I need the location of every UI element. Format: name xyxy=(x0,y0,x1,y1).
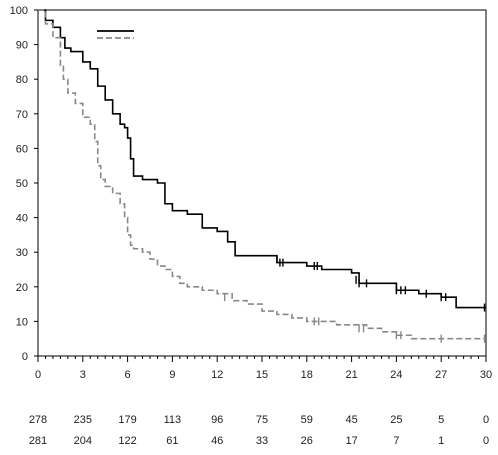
axes: 0 3 6 9 12 15 18 21 24 27 30 0 10 20 30 40 50 60 70 80 90 100 xyxy=(10,5,492,381)
at-risk-value: 179 xyxy=(118,414,136,426)
at-risk-value: 235 xyxy=(74,414,92,426)
y-tick-label: 70 xyxy=(16,109,28,121)
y-tick-label: 50 xyxy=(16,178,28,190)
at-risk-value: 1 xyxy=(438,435,444,447)
x-tick-label: 30 xyxy=(480,369,492,381)
at-risk-value: 46 xyxy=(211,435,223,447)
series-layer xyxy=(38,9,486,343)
x-tick-label: 27 xyxy=(435,369,447,381)
at-risk-value: 75 xyxy=(256,414,268,426)
y-tick-label: 10 xyxy=(16,316,28,328)
at-risk-value: 278 xyxy=(29,414,47,426)
y-tick-label: 20 xyxy=(16,282,28,294)
x-tick-label: 0 xyxy=(35,369,41,381)
at-risk-value: 281 xyxy=(29,435,47,447)
at-risk-value: 96 xyxy=(211,414,223,426)
x-tick-label: 3 xyxy=(80,369,86,381)
x-tick-label: 6 xyxy=(125,369,131,381)
at-risk-value: 7 xyxy=(393,435,399,447)
series-1-line xyxy=(38,9,486,309)
at-risk-value: 122 xyxy=(118,435,136,447)
at-risk-value: 204 xyxy=(74,435,92,447)
y-tick-label: 80 xyxy=(16,74,28,86)
at-risk-value: 45 xyxy=(345,414,357,426)
at-risk-value: 0 xyxy=(483,435,489,447)
at-risk-value: 0 xyxy=(483,414,489,426)
at-risk-value: 5 xyxy=(438,414,444,426)
at-risk-value: 25 xyxy=(390,414,402,426)
x-tick-label: 24 xyxy=(390,369,402,381)
series-2-line xyxy=(38,9,486,340)
y-tick-label: 40 xyxy=(16,213,28,225)
y-tick-label: 100 xyxy=(10,5,28,17)
legend xyxy=(97,30,134,39)
x-tick-label: 21 xyxy=(345,369,357,381)
x-tick-label: 15 xyxy=(256,369,268,381)
y-tick-label: 90 xyxy=(16,40,28,52)
at-risk-table: 278 235 179 113 96 75 59 45 25 5 0 281 204 122 61 46 33 2… xyxy=(29,414,489,447)
y-tick-label: 60 xyxy=(16,143,28,155)
at-risk-value: 26 xyxy=(301,435,313,447)
y-tick-label: 30 xyxy=(16,247,28,259)
x-tick-label: 9 xyxy=(169,369,175,381)
y-tick-label: 0 xyxy=(22,351,28,363)
at-risk-value: 33 xyxy=(256,435,268,447)
at-risk-value: 113 xyxy=(164,414,182,426)
at-risk-value: 17 xyxy=(345,435,357,447)
at-risk-value: 59 xyxy=(301,414,313,426)
at-risk-value: 61 xyxy=(166,435,178,447)
x-tick-label: 18 xyxy=(301,369,313,381)
x-tick-label: 12 xyxy=(211,369,223,381)
